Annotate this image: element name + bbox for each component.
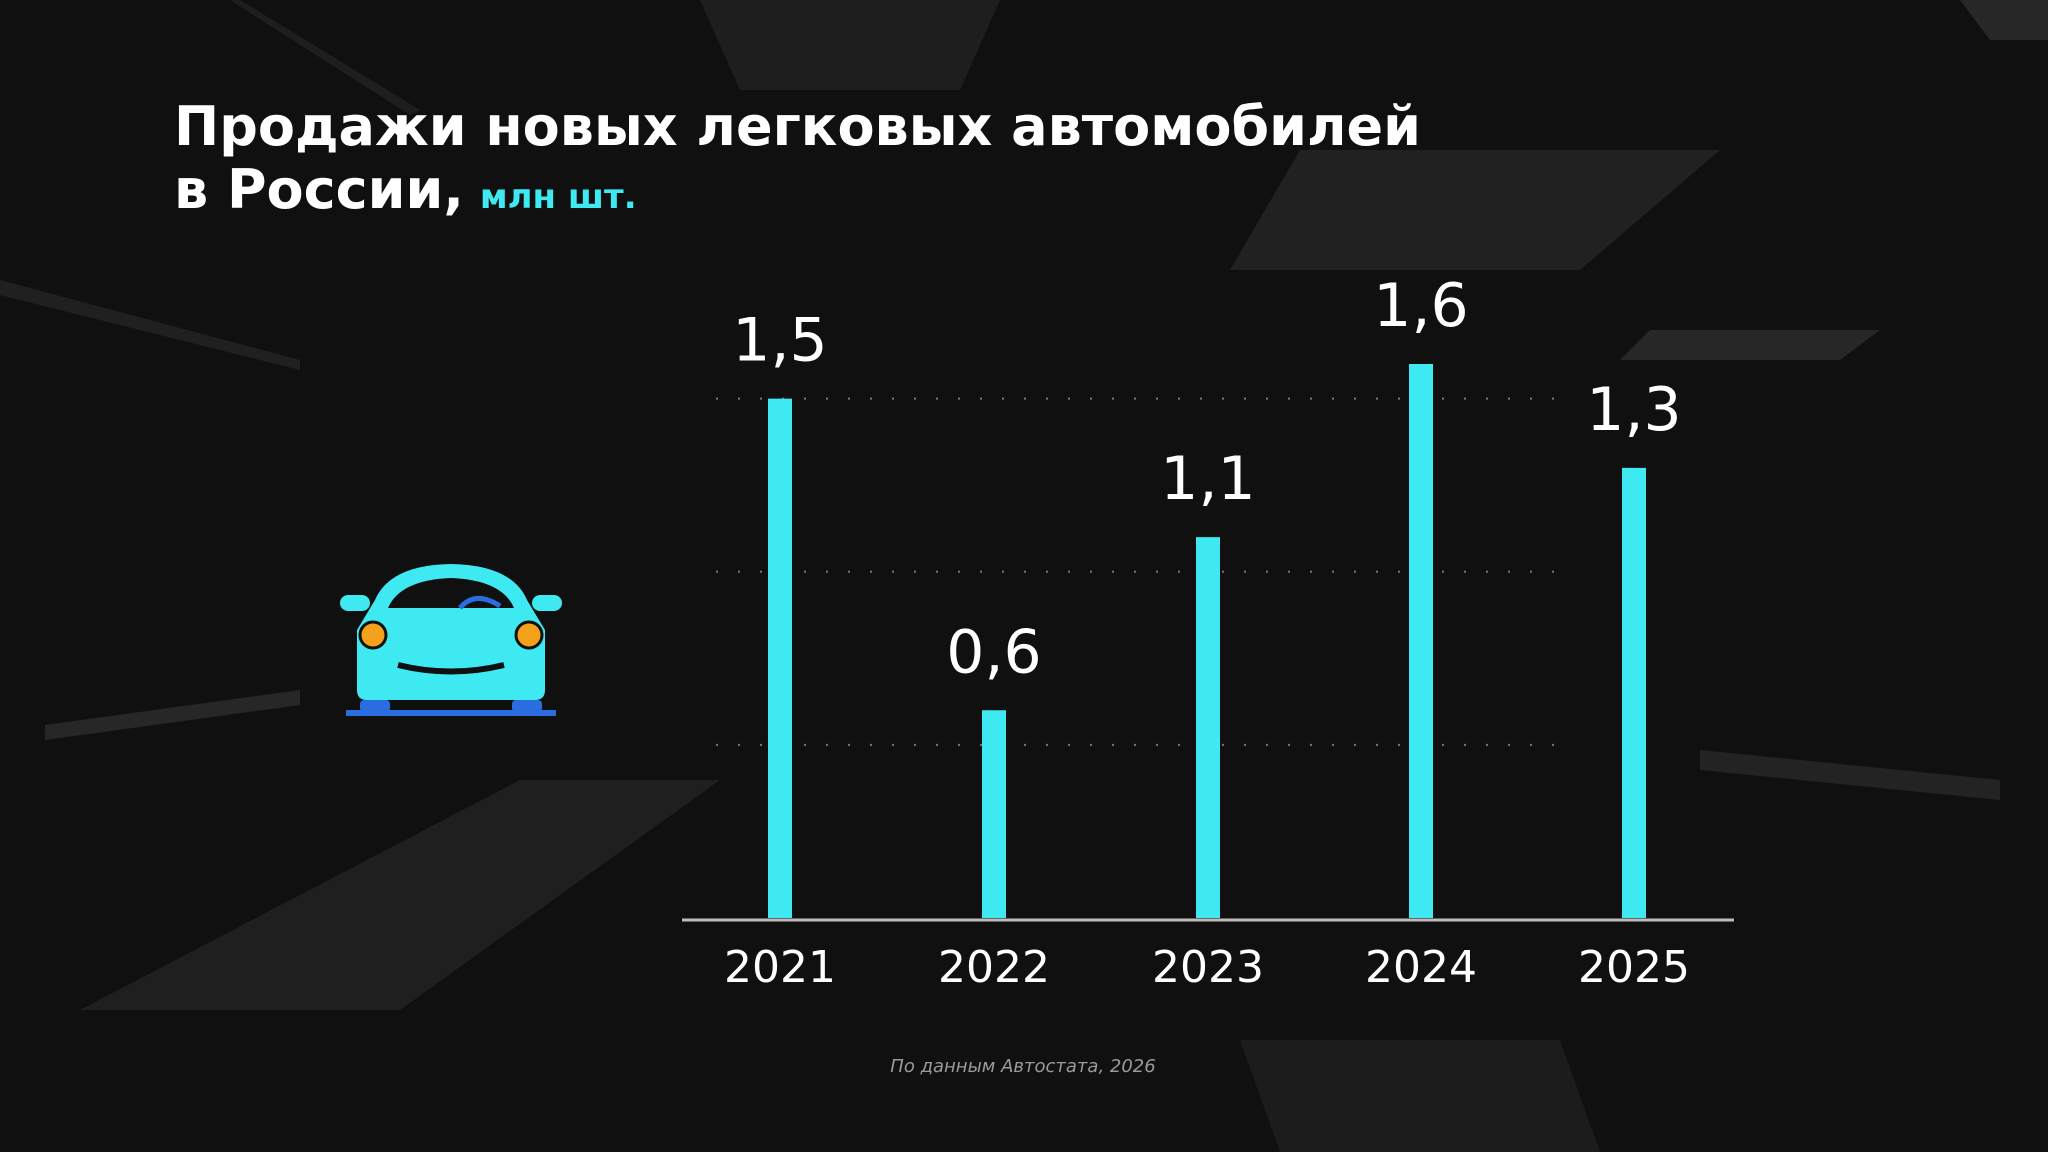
chart-subtitle: млн шт. bbox=[480, 177, 637, 217]
bar bbox=[1622, 467, 1646, 918]
x-tick-label: 2022 bbox=[938, 942, 1050, 993]
value-label: 1,3 bbox=[1586, 375, 1681, 445]
x-tick-label: 2023 bbox=[1152, 942, 1264, 993]
bar bbox=[982, 710, 1006, 918]
x-tick-label: 2024 bbox=[1365, 942, 1477, 993]
bar bbox=[1409, 364, 1433, 918]
chart-title: в России, bbox=[174, 158, 464, 221]
value-label: 0,6 bbox=[946, 617, 1041, 687]
value-label: 1,1 bbox=[1160, 444, 1255, 514]
bar bbox=[1196, 537, 1220, 918]
chart-title: Продажи новых легковых автомобилей bbox=[174, 95, 1421, 158]
x-tick-label: 2021 bbox=[724, 942, 836, 993]
car-icon bbox=[340, 564, 562, 716]
bar bbox=[768, 398, 792, 918]
x-tick-label: 2025 bbox=[1578, 942, 1690, 993]
source-note: По данным Автостата, 2026 bbox=[890, 1056, 1155, 1077]
value-label: 1,5 bbox=[732, 306, 827, 376]
value-label: 1,6 bbox=[1373, 271, 1468, 341]
